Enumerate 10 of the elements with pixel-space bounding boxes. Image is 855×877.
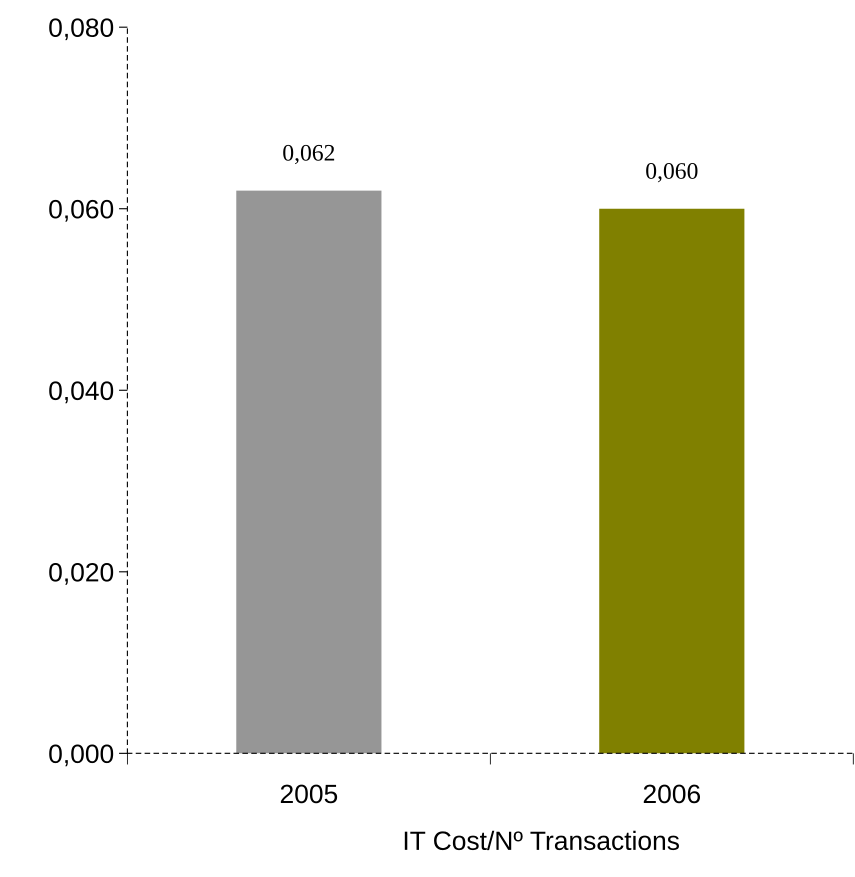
x-tick-label: 2005 bbox=[280, 784, 338, 804]
y-tick-label: 0,060 bbox=[49, 200, 114, 222]
x-tick-label: 2006 bbox=[644, 784, 700, 804]
data-label: 0,060 bbox=[646, 162, 698, 182]
y-tick-label: 0,000 bbox=[49, 744, 114, 766]
x-axis-title: IT Cost/Nº Transactions bbox=[404, 830, 679, 850]
data-label: 0,062 bbox=[283, 144, 334, 164]
y-tick-label: 0,080 bbox=[49, 18, 114, 40]
y-tick-label: 0,040 bbox=[49, 381, 114, 404]
y-tick-label: 0,020 bbox=[49, 562, 114, 585]
